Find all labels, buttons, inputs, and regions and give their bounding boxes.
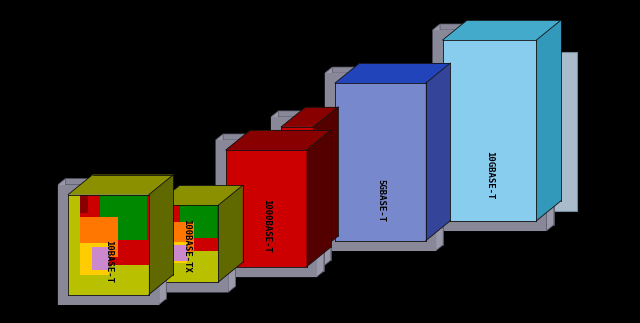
Polygon shape [271, 117, 281, 266]
Polygon shape [159, 179, 166, 305]
Polygon shape [548, 52, 577, 211]
Polygon shape [281, 127, 314, 256]
Polygon shape [218, 185, 243, 282]
Polygon shape [271, 260, 331, 266]
Polygon shape [325, 73, 436, 83]
Polygon shape [174, 245, 187, 261]
Polygon shape [536, 20, 561, 221]
Polygon shape [149, 184, 159, 305]
Polygon shape [433, 221, 547, 231]
Polygon shape [440, 24, 554, 225]
Polygon shape [155, 185, 243, 205]
Polygon shape [271, 256, 323, 266]
Text: 2.5GBASE-T: 2.5GBASE-T [293, 187, 302, 241]
Polygon shape [216, 140, 317, 150]
Polygon shape [536, 30, 547, 231]
Polygon shape [145, 195, 155, 292]
Polygon shape [218, 195, 228, 292]
Polygon shape [443, 40, 536, 221]
Polygon shape [271, 111, 278, 266]
Polygon shape [433, 24, 440, 231]
Polygon shape [332, 67, 443, 245]
Polygon shape [433, 24, 554, 30]
Polygon shape [325, 241, 436, 251]
Polygon shape [80, 216, 118, 256]
Polygon shape [68, 194, 149, 295]
Polygon shape [149, 174, 173, 295]
Polygon shape [436, 67, 443, 251]
Text: 5GBASE-T: 5GBASE-T [376, 179, 385, 222]
Polygon shape [307, 140, 317, 277]
Polygon shape [317, 134, 324, 277]
Text: 10BASE-T: 10BASE-T [104, 240, 113, 283]
Polygon shape [58, 184, 68, 305]
Polygon shape [226, 150, 307, 267]
Polygon shape [58, 295, 159, 305]
Polygon shape [325, 67, 332, 251]
Polygon shape [58, 179, 65, 305]
Polygon shape [335, 63, 451, 83]
Polygon shape [281, 107, 338, 127]
Polygon shape [92, 246, 109, 270]
Polygon shape [145, 282, 228, 292]
Polygon shape [278, 111, 331, 260]
Polygon shape [216, 134, 324, 140]
Polygon shape [314, 117, 323, 266]
Polygon shape [155, 205, 218, 282]
Polygon shape [426, 63, 451, 241]
Polygon shape [145, 195, 228, 205]
Polygon shape [58, 184, 159, 194]
Polygon shape [547, 24, 554, 231]
Polygon shape [164, 222, 194, 253]
Polygon shape [68, 174, 173, 194]
Polygon shape [325, 73, 335, 251]
Polygon shape [426, 73, 436, 251]
Polygon shape [164, 205, 218, 252]
Polygon shape [325, 67, 443, 73]
Polygon shape [323, 111, 331, 266]
Polygon shape [164, 242, 187, 263]
Polygon shape [100, 194, 147, 240]
Polygon shape [152, 189, 236, 286]
Text: 10GBASE-T: 10GBASE-T [485, 151, 494, 199]
Polygon shape [307, 130, 331, 267]
Polygon shape [145, 189, 152, 292]
Polygon shape [314, 107, 338, 256]
Polygon shape [335, 83, 426, 241]
Polygon shape [325, 245, 443, 251]
Polygon shape [216, 134, 223, 277]
Polygon shape [58, 179, 166, 184]
Text: 1000BASE-T: 1000BASE-T [262, 199, 271, 253]
Polygon shape [80, 194, 149, 265]
Polygon shape [433, 30, 547, 40]
Polygon shape [443, 20, 561, 40]
Polygon shape [216, 271, 324, 277]
Polygon shape [271, 111, 331, 117]
Text: 100BASE-TX: 100BASE-TX [182, 219, 191, 273]
Polygon shape [223, 134, 324, 271]
Polygon shape [80, 194, 88, 213]
Polygon shape [80, 243, 109, 275]
Polygon shape [271, 117, 323, 127]
Polygon shape [228, 189, 236, 292]
Polygon shape [145, 189, 236, 195]
Polygon shape [180, 205, 217, 238]
Polygon shape [433, 30, 443, 231]
Polygon shape [226, 130, 331, 150]
Polygon shape [58, 298, 166, 305]
Polygon shape [145, 286, 236, 292]
Polygon shape [216, 267, 317, 277]
Polygon shape [65, 179, 166, 298]
Polygon shape [216, 140, 226, 277]
Polygon shape [433, 225, 554, 231]
